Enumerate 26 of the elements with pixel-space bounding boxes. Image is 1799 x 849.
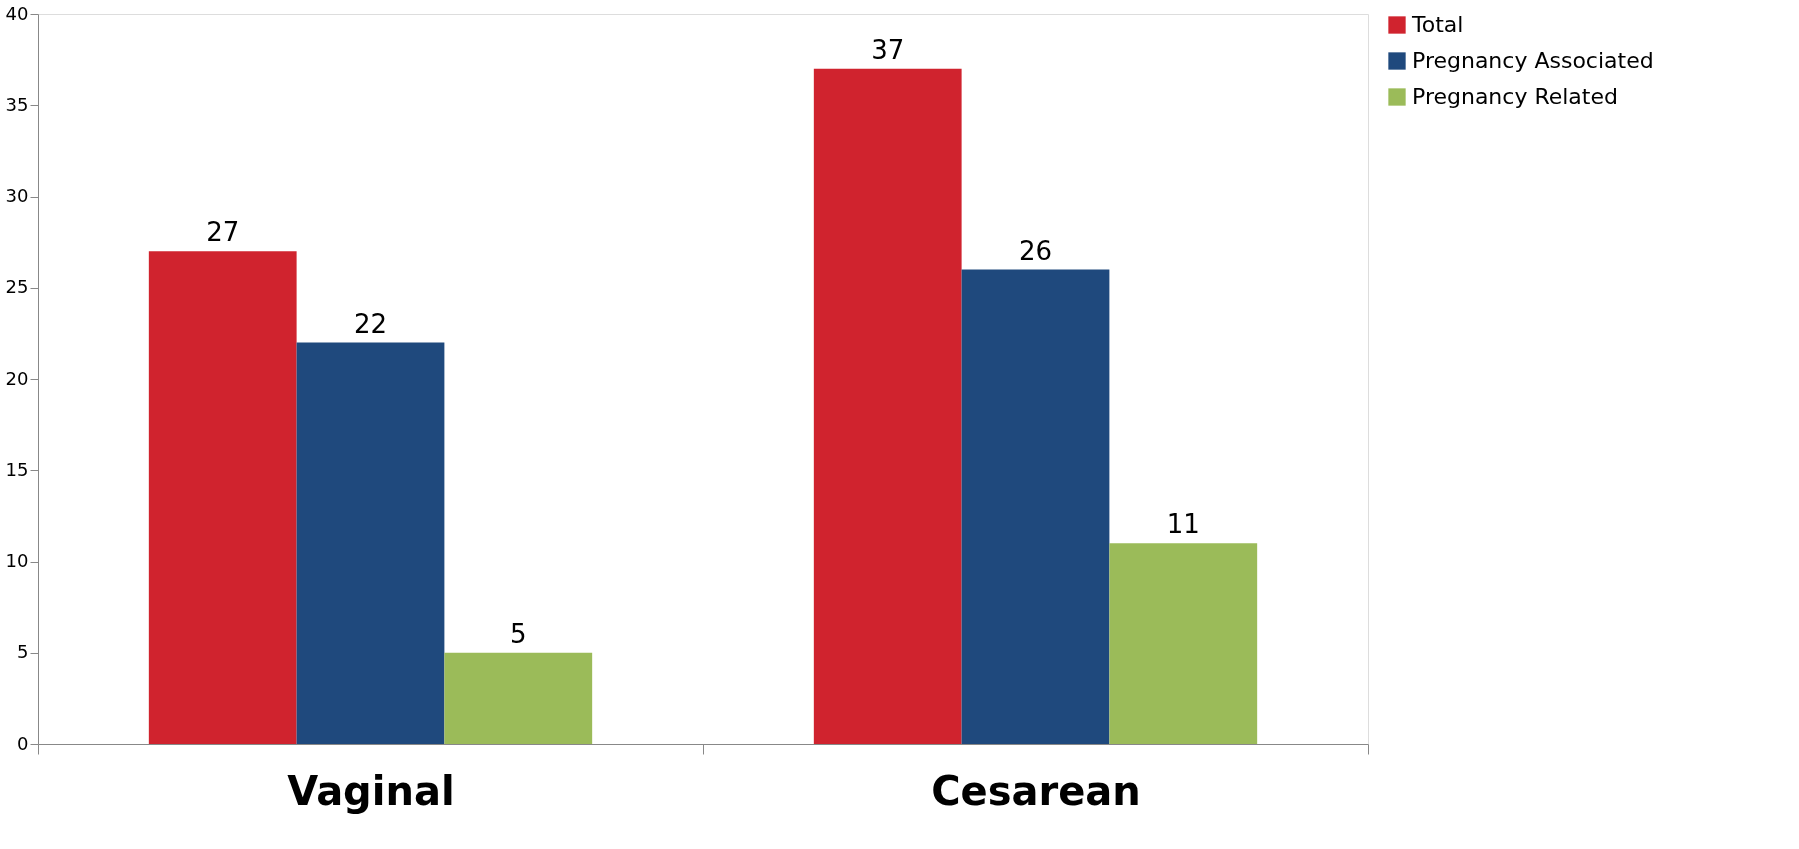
bar xyxy=(296,342,445,744)
bar xyxy=(148,251,297,744)
data-label: 5 xyxy=(510,618,527,649)
y-tick-label: 10 xyxy=(5,550,29,571)
y-tick-label: 25 xyxy=(5,276,29,298)
legend-label: Pregnancy Related xyxy=(1412,84,1618,109)
data-label: 27 xyxy=(206,217,240,248)
legend-label: Pregnancy Associated xyxy=(1412,48,1654,73)
y-tick-label: 5 xyxy=(17,641,29,663)
bar xyxy=(813,68,962,744)
y-tick-label: 40 xyxy=(5,2,29,24)
bar xyxy=(961,269,1110,744)
y-tick-label: 15 xyxy=(5,458,29,480)
data-label: 37 xyxy=(871,34,905,65)
y-tick-label: 20 xyxy=(5,367,29,389)
data-label: 26 xyxy=(1018,235,1053,266)
data-label: 22 xyxy=(353,308,388,339)
x-tick-label: Vaginal xyxy=(287,767,455,814)
y-tick-label: 0 xyxy=(17,732,29,754)
data-label: 11 xyxy=(1166,509,1200,540)
x-tick-label: Cesarean xyxy=(931,767,1141,814)
bar xyxy=(1109,543,1258,744)
bar xyxy=(444,652,593,744)
y-tick-label: 30 xyxy=(5,185,29,206)
y-tick-label: 35 xyxy=(5,93,29,115)
legend-label: Total xyxy=(1411,12,1464,37)
